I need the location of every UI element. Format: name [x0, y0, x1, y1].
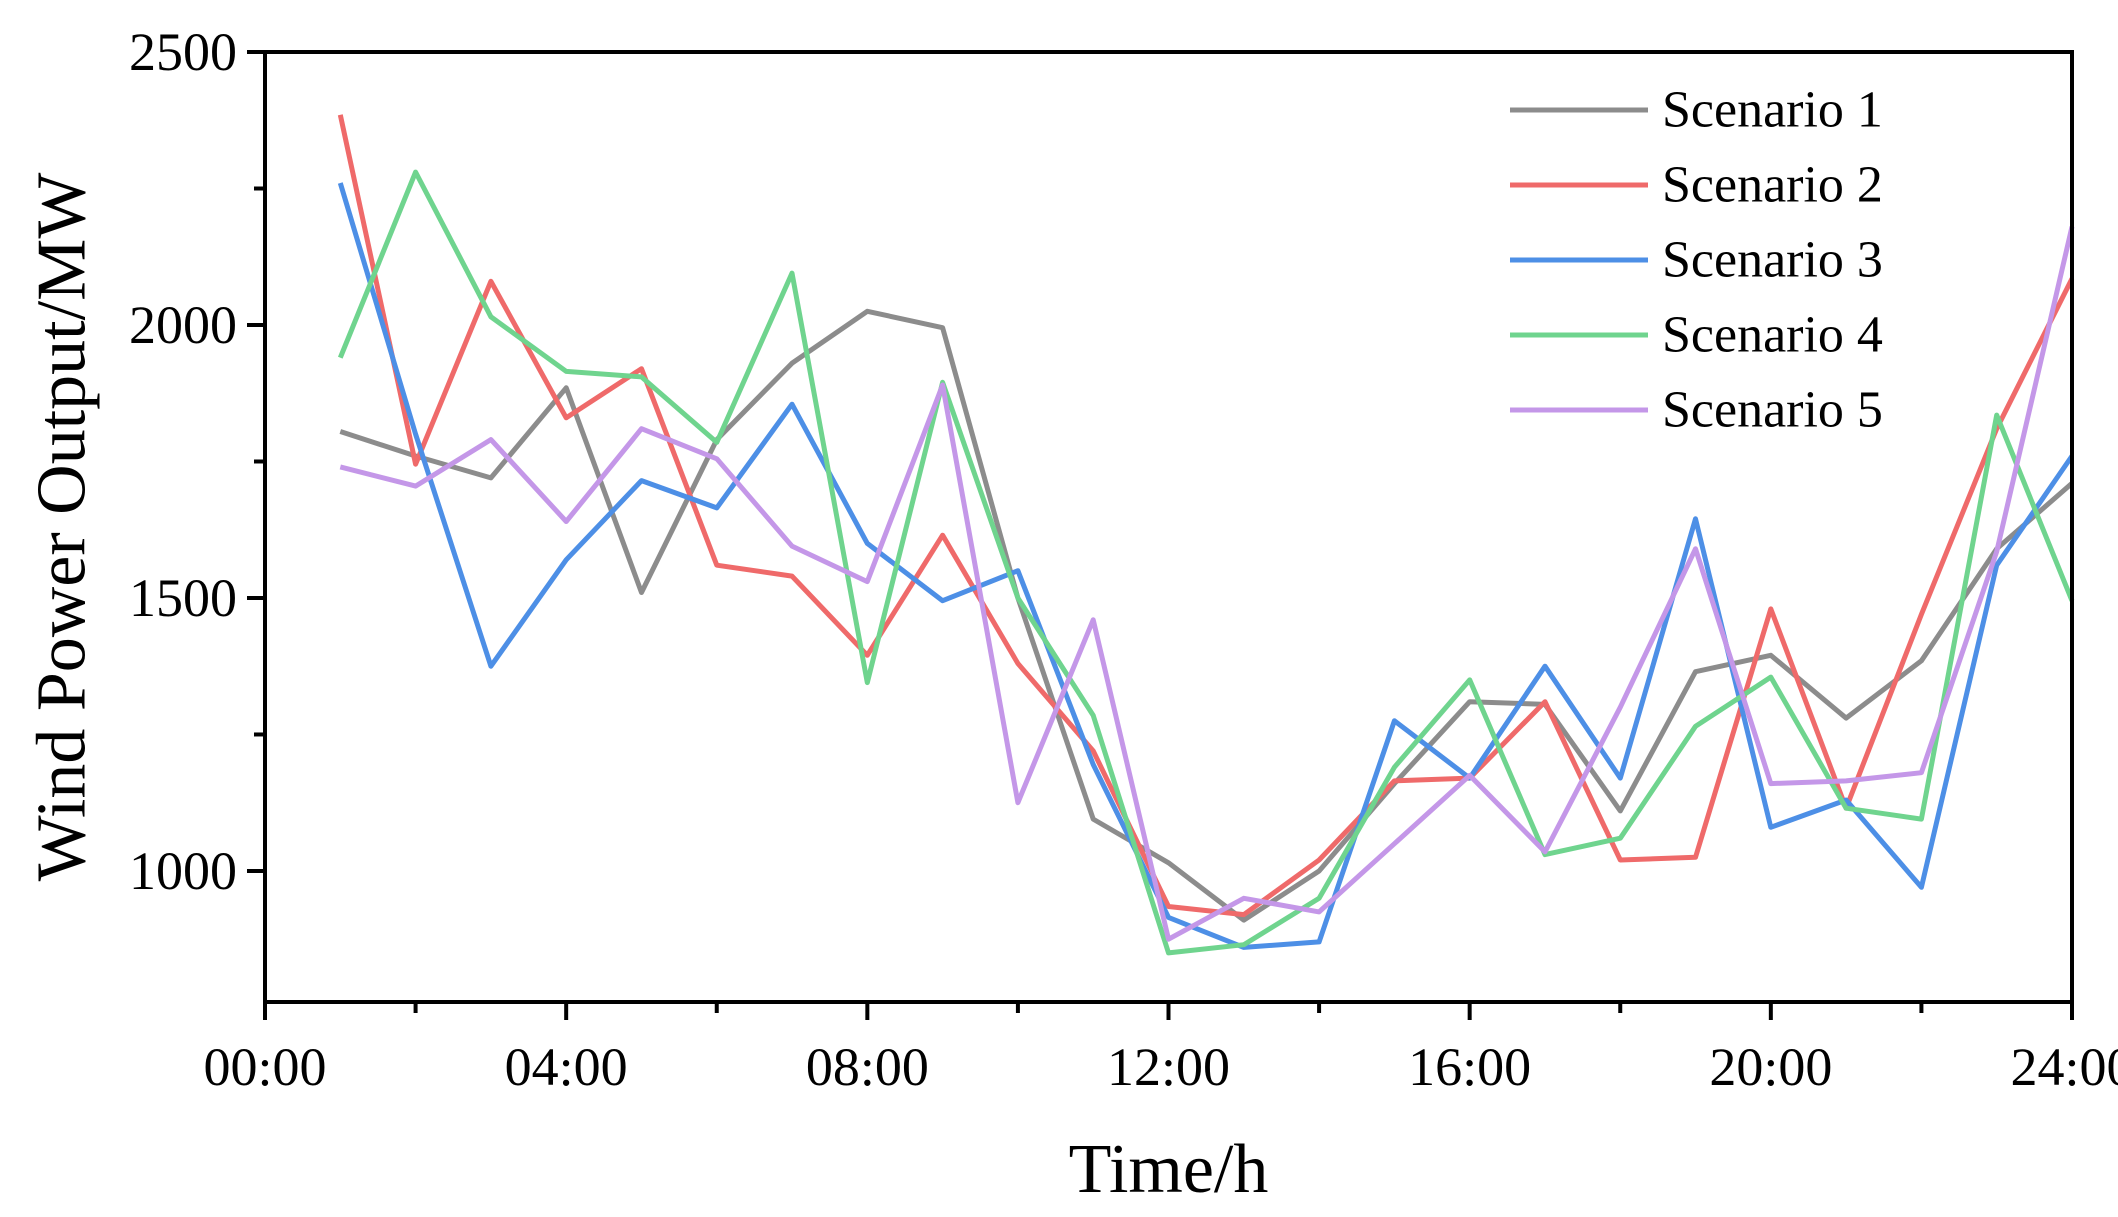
- series-line-5: [339, 226, 2075, 942]
- y-tick-label: 2500: [129, 22, 237, 82]
- y-tick-label: 1000: [129, 841, 237, 901]
- legend-label-1: Scenario 1: [1662, 82, 1883, 139]
- x-axis-title: Time/h: [1069, 1131, 1269, 1208]
- x-tick-label: 24:00: [2010, 1037, 2118, 1097]
- x-tick-label: 16:00: [1408, 1037, 1531, 1097]
- series-layer: [337, 114, 2075, 956]
- y-tick-label: 1500: [129, 568, 237, 628]
- x-tick-label: 20:00: [1709, 1037, 1832, 1097]
- y-axis-title: Wind Power Output/MW: [24, 173, 101, 882]
- x-tick-label: 12:00: [1107, 1037, 1230, 1097]
- legend-label-4: Scenario 4: [1662, 307, 1883, 364]
- x-tick-label: 04:00: [505, 1037, 628, 1097]
- series-line-1: [339, 308, 2074, 923]
- legend-label-5: Scenario 5: [1662, 382, 1883, 439]
- x-tick-label: 00:00: [203, 1037, 326, 1097]
- series-line-3: [337, 182, 2075, 950]
- x-tick-label: 08:00: [806, 1037, 929, 1097]
- axis-tick-labels: 00:00 04:00 08:00 12:00 16:00 20:00 24:00 1000 1…: [129, 22, 2118, 1097]
- legend: Scenario 1 Scenario 2 Scenario 3 Scenario 4…: [1510, 82, 1883, 439]
- series-line-4: [337, 169, 2075, 956]
- legend-label-2: Scenario 2: [1662, 157, 1883, 214]
- axis-ticks: [247, 50, 2074, 1020]
- y-tick-label: 2000: [129, 295, 237, 355]
- legend-label-3: Scenario 3: [1662, 232, 1883, 289]
